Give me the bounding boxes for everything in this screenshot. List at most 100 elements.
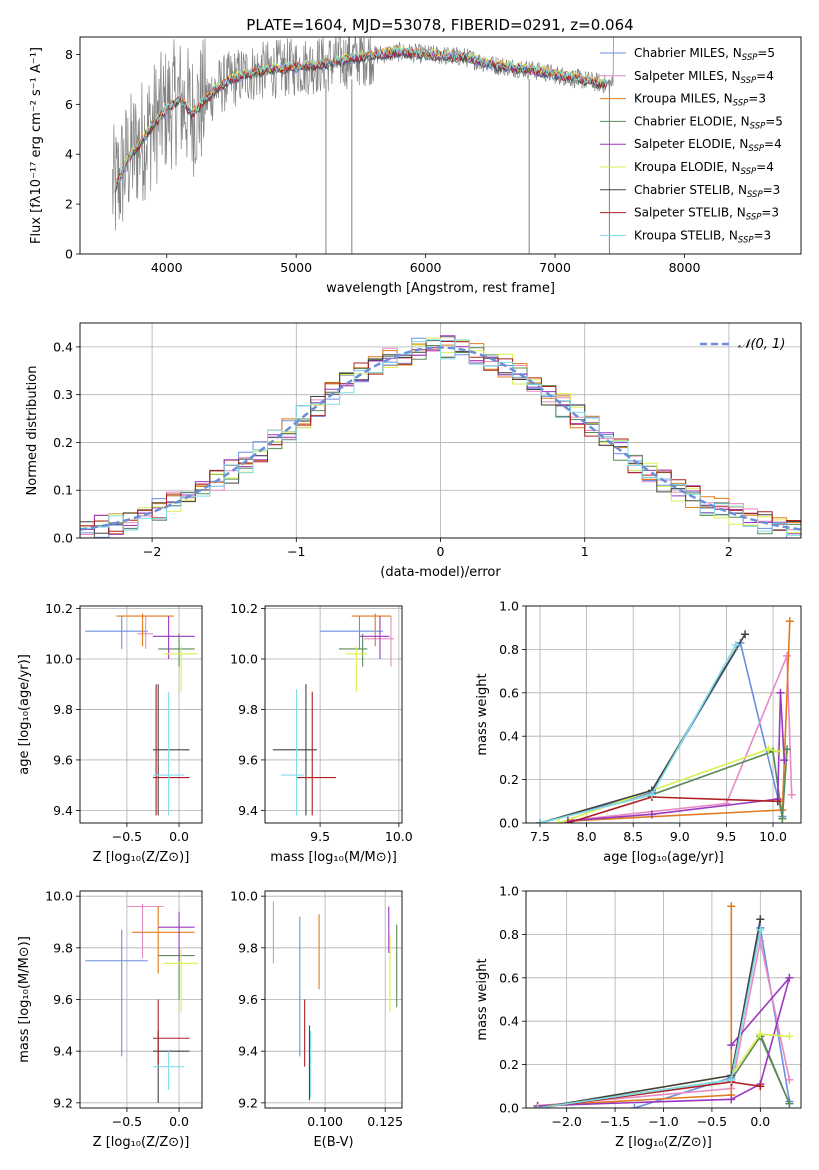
x-tick-label: 0.0 <box>750 1114 770 1129</box>
y-tick-label: 8 <box>65 47 73 62</box>
plot-area <box>80 323 801 538</box>
massweight-marker <box>554 819 563 823</box>
x-tick-label: 6000 <box>410 260 442 275</box>
x-tick-label: −1 <box>287 544 305 559</box>
gaussian-curve <box>80 346 801 531</box>
massweight-marker <box>783 651 792 660</box>
massweight-marker <box>533 1104 542 1108</box>
massweight-marker <box>756 915 765 924</box>
massweight-marker <box>727 1075 736 1084</box>
y-tick-label: 10.0 <box>45 651 73 666</box>
axes-frame <box>79 890 203 1109</box>
massweight-marker <box>787 790 796 799</box>
chart-mass-vs-EBV: E(B-V) <box>261 890 403 1150</box>
massweight-marker <box>647 790 656 799</box>
y-tick-label: 1.0 <box>499 884 519 899</box>
y-tick-label: 9.4 <box>53 803 73 818</box>
massweight-marker <box>764 745 773 754</box>
y-tick-label: 10.0 <box>45 889 73 904</box>
y-axis-label: Flux [fλ10⁻¹⁷ erg cm⁻² s⁻¹ A⁻¹] <box>29 47 44 244</box>
x-tick-label: 9.0 <box>670 829 690 844</box>
y-tick-label: 9.4 <box>53 1044 73 1059</box>
chart-massweight-vs-Z: Z [log₁₀(Z/Z⊙)] mass weight <box>475 890 802 1150</box>
y-tick-label: 0.2 <box>499 772 519 787</box>
x-tick-label: −2 <box>143 544 161 559</box>
y-axis-label: mass weight <box>475 958 490 1040</box>
massweight-marker <box>741 630 750 639</box>
x-tick-label: 4000 <box>151 260 183 275</box>
gaussian-legend-label: 𝒩(0, 1) <box>738 337 785 352</box>
x-tick-label: 0.0 <box>169 1114 189 1129</box>
x-tick-label: 8.0 <box>577 829 597 844</box>
axes-frame <box>525 890 802 1109</box>
y-tick-label: 10.2 <box>45 601 73 616</box>
x-axis-label: wavelength [Angstrom, rest frame] <box>326 281 555 296</box>
y-tick-label: 10.0 <box>230 889 258 904</box>
axes-frame <box>79 605 203 824</box>
massweight-marker <box>727 1041 736 1050</box>
y-tick-label: 0 <box>65 247 73 262</box>
plot-area <box>526 891 801 1108</box>
y-tick-label: 0.0 <box>499 816 519 831</box>
spectrum-legend: Chabrier MILES, NSSP=5 Salpeter MILES, NS… <box>600 46 783 245</box>
x-axis-label: Z [log₁₀(Z/Z⊙)] <box>93 1135 190 1150</box>
massweight-marker <box>563 819 572 823</box>
legend-entry: Chabrier MILES, NSSP=5 <box>634 46 775 63</box>
y-axis-label: mass weight <box>475 673 490 755</box>
massweight-marker <box>727 902 736 911</box>
massweight-marker <box>785 617 794 626</box>
figure-title: PLATE=1604, MJD=53078, FIBERID=0291, z=0… <box>246 16 633 34</box>
legend-entry: Kroupa STELIB, NSSP=3 <box>634 228 771 245</box>
massweight-marker <box>756 1030 765 1039</box>
massweight-marker <box>776 688 785 697</box>
y-tick-label: 9.6 <box>53 992 73 1007</box>
x-tick-label: −0.5 <box>112 1114 142 1129</box>
plot-area <box>265 891 402 1108</box>
x-tick-label: 8.5 <box>623 829 643 844</box>
y-tick-label: 10.2 <box>230 601 258 616</box>
y-tick-label: 0.1 <box>53 483 73 498</box>
y-tick-label: 0.8 <box>499 927 519 942</box>
model-spectrum-kroupa-stelib <box>114 45 608 187</box>
y-tick-label: 2 <box>65 197 73 212</box>
y-tick-label: 9.2 <box>238 1095 258 1110</box>
y-tick-label: 1.0 <box>499 599 519 614</box>
y-tick-label: 9.6 <box>238 992 258 1007</box>
axes-frame <box>79 322 802 539</box>
chart-massweight-vs-age: age [log₁₀(age/yr)] mass weight <box>475 605 802 865</box>
massweight-track <box>537 929 762 1108</box>
x-tick-label: −0.5 <box>112 829 142 844</box>
x-tick-label: 5000 <box>280 260 312 275</box>
axes-frame <box>264 605 403 824</box>
chart-residuals: (data-model)/error Normed distribution 𝒩(0… <box>25 322 802 580</box>
y-tick-label: 0.3 <box>53 387 73 402</box>
plot-area <box>80 606 202 823</box>
chart-mass-vs-Z: Z [log₁₀(Z/Z⊙)] mass [log₁₀(M/M⊙)] <box>17 890 203 1150</box>
massweight-marker <box>773 797 782 806</box>
legend-entry: Chabrier STELIB, NSSP=3 <box>634 183 780 200</box>
massweight-marker <box>778 814 787 823</box>
x-tick-label: −0.5 <box>697 1114 727 1129</box>
massweight-marker <box>722 799 731 808</box>
x-tick-label: 2 <box>725 544 733 559</box>
legend-entry: Salpeter ELODIE, NSSP=4 <box>634 137 782 154</box>
x-tick-label: 0.0 <box>169 829 189 844</box>
x-axis-label: mass [log₁₀(M/M⊙)] <box>270 850 397 865</box>
massweight-marker <box>785 1032 794 1041</box>
y-tick-label: 0.2 <box>499 1057 519 1072</box>
x-axis-label: (data-model)/error <box>380 565 501 580</box>
x-axis-label: E(B-V) <box>313 1135 353 1150</box>
y-axis-label: Normed distribution <box>25 366 40 496</box>
massweight-marker <box>647 810 656 819</box>
y-tick-label: 9.8 <box>53 702 73 717</box>
y-tick-label: 0.4 <box>499 1014 519 1029</box>
y-tick-label: 9.8 <box>238 940 258 955</box>
legend-entry: Chabrier ELODIE, NSSP=5 <box>634 114 783 131</box>
y-tick-label: 9.2 <box>53 1095 73 1110</box>
x-tick-label: 9.5 <box>716 829 736 844</box>
y-tick-label: 0.8 <box>499 642 519 657</box>
x-tick-label: 10.0 <box>385 829 413 844</box>
axes-frame <box>525 605 802 824</box>
massweight-marker <box>780 756 789 765</box>
